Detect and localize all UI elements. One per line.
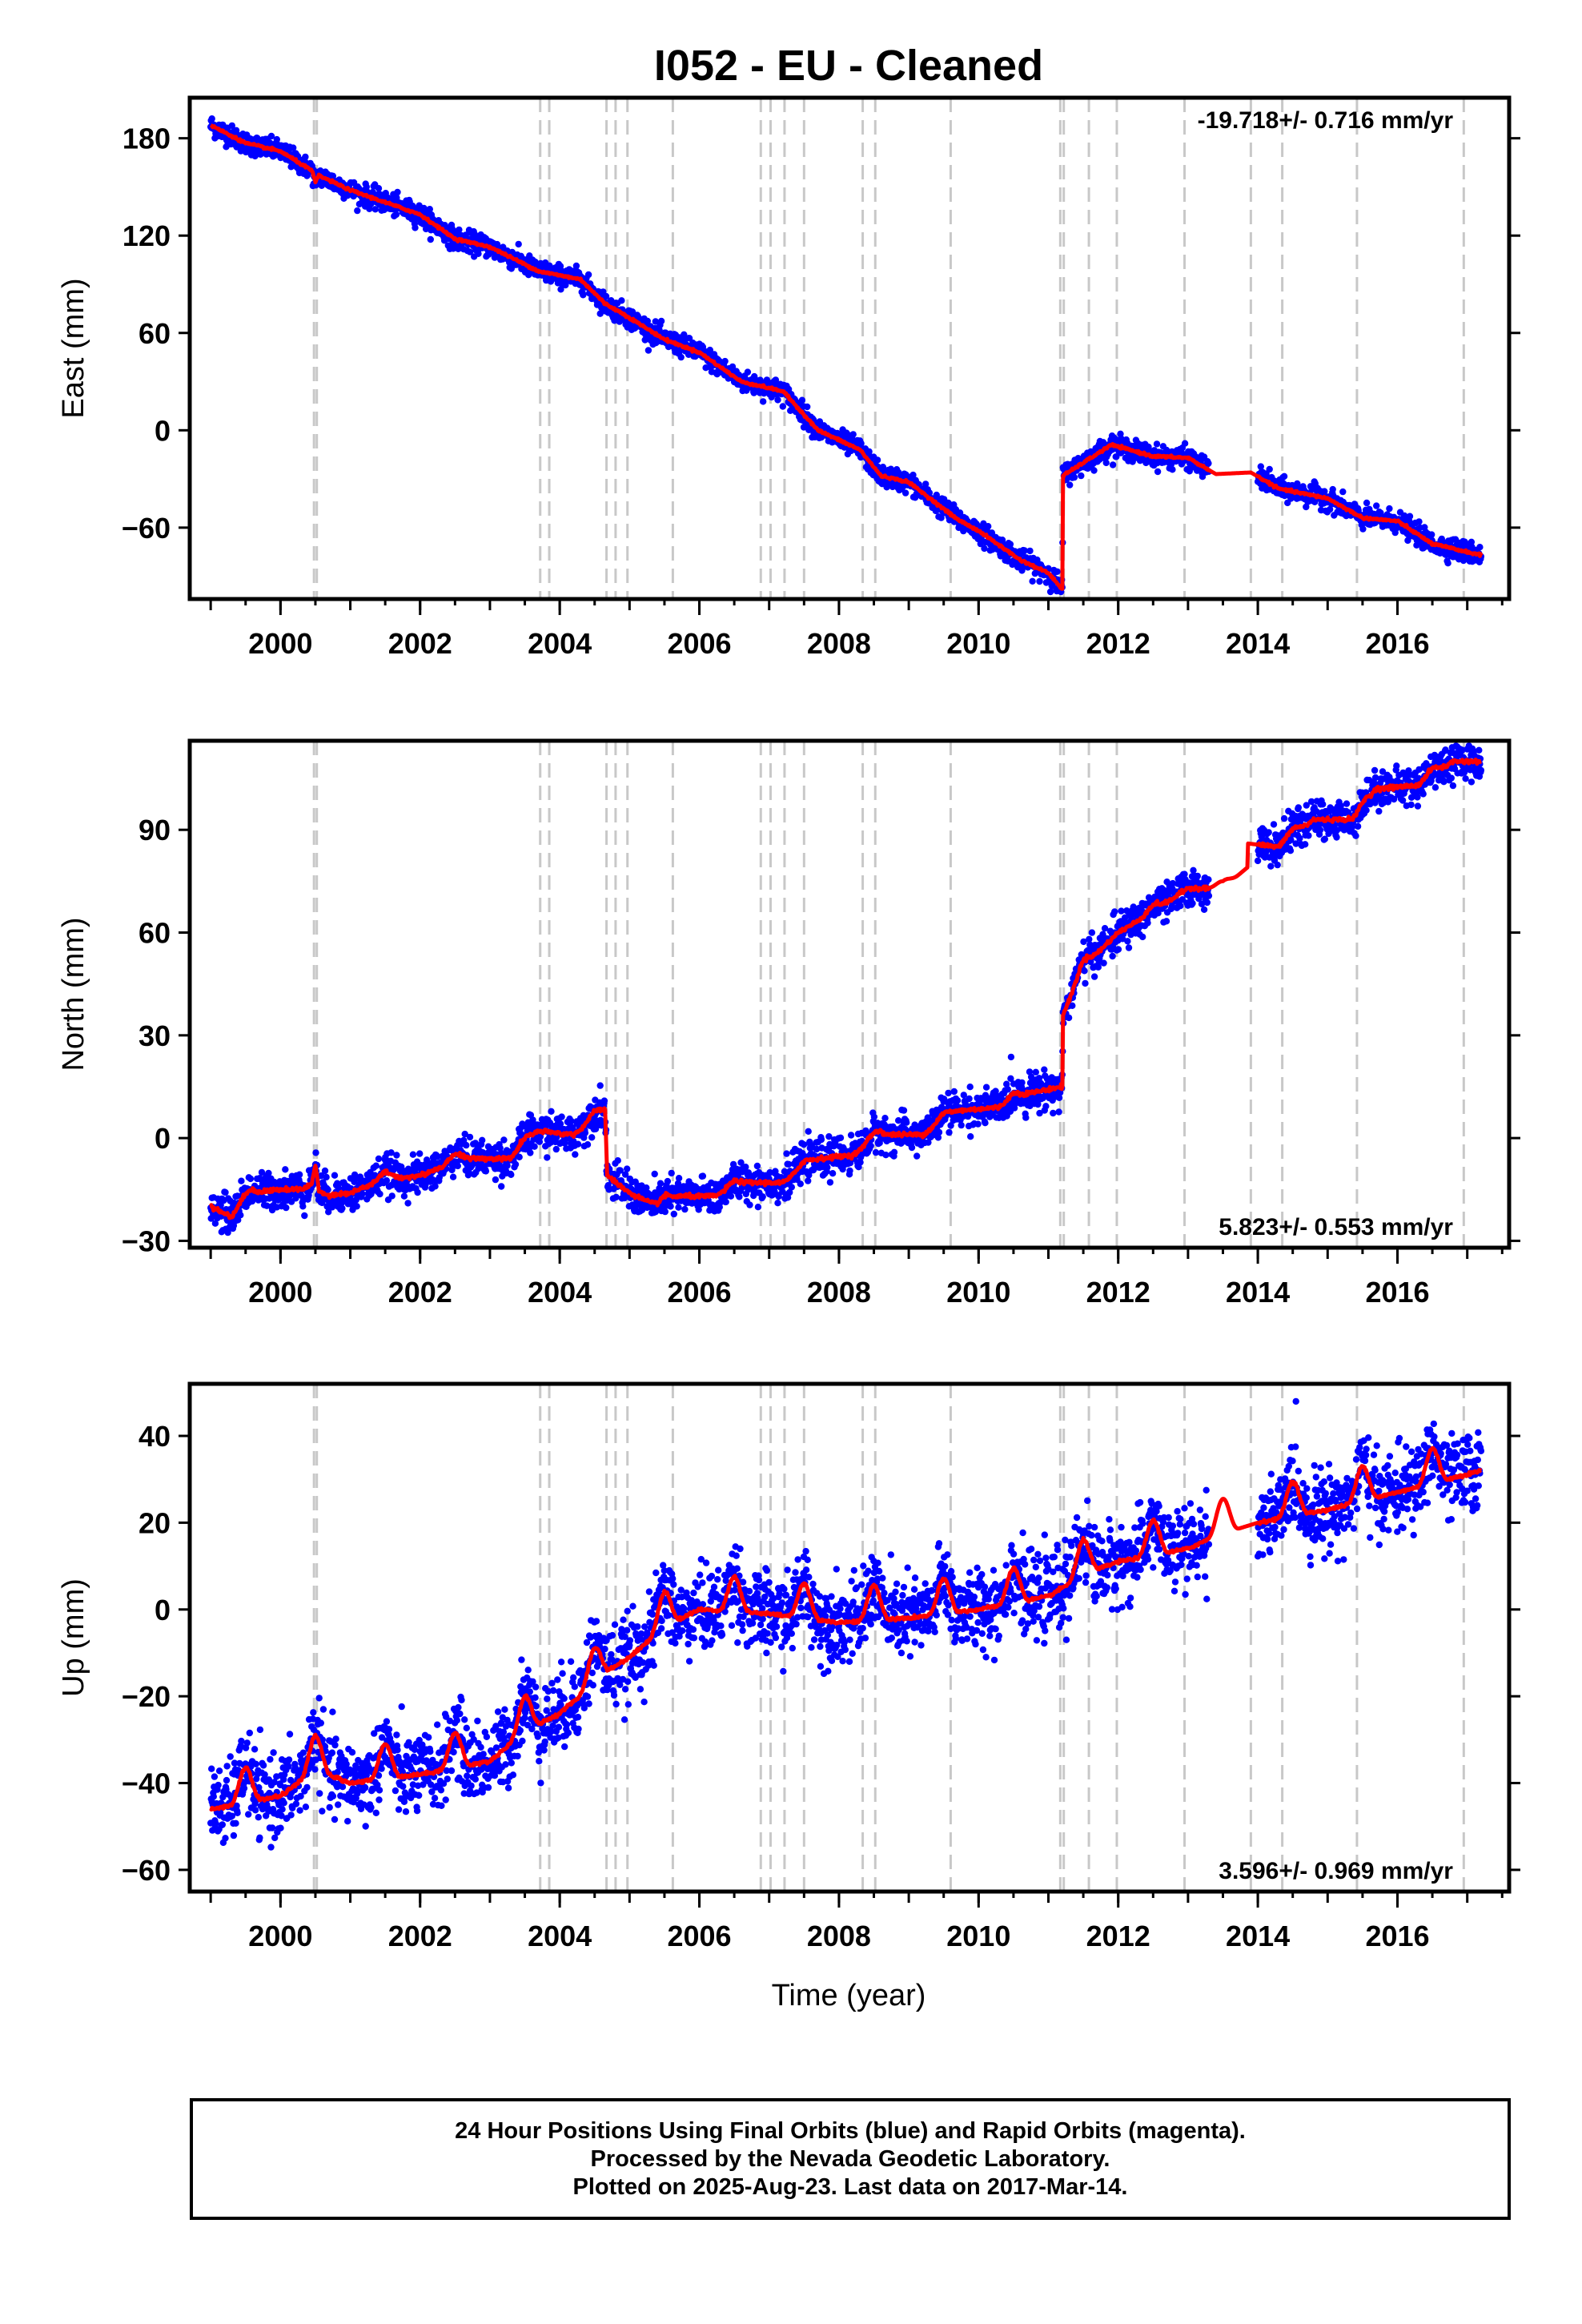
y-tick-label: 120 [122,219,171,252]
plot-frame [187,1381,1512,1894]
x-tick-label: 2014 [1226,1276,1290,1309]
x-tick-label: 2016 [1365,1276,1429,1309]
x-tick-label: 2002 [388,1920,452,1952]
x-tick-label: 2012 [1086,1920,1150,1952]
x-tick-label: 2014 [1226,1920,1290,1952]
x-tick-label: 2016 [1365,627,1429,660]
y-tick-label: 20 [139,1506,171,1539]
event-lines [312,741,1465,1248]
y-tick-label: −60 [122,1854,171,1887]
x-tick-label: 2008 [807,1920,871,1952]
y-tick-label: −20 [122,1680,171,1713]
velocity-rate-label: 5.823+/- 0.553 mm/yr [1219,1214,1453,1240]
event-lines [312,98,1465,599]
x-tick-label: 2010 [946,1276,1010,1309]
velocity-rate-label: 3.596+/- 0.969 mm/yr [1219,1858,1453,1884]
x-tick-label: 2000 [248,627,312,660]
x-tick-label: 2004 [528,627,592,660]
east-panel: 180 120 60 0 −60 2000 2002 2004 2006 2008 2010 2012… [57,95,1520,660]
x-tick-label: 2010 [946,627,1010,660]
x-tick-label: 2012 [1086,627,1150,660]
x-tick-label: 2002 [388,627,452,660]
y-axis-label: North (mm) [57,917,90,1071]
velocity-rate-label: -19.718+/- 0.716 mm/yr [1198,107,1454,134]
model-line [209,123,1484,591]
x-tick-label: 2014 [1226,627,1290,660]
footer-line-3: Plotted on 2025-Aug-23. Last data on 201… [572,2174,1128,2200]
x-tick-label: 2004 [528,1920,592,1952]
data-points [207,115,1485,596]
footer-caption-box: 24 Hour Positions Using Final Orbits (bl… [190,2098,1511,2220]
x-tick-label: 2006 [667,1920,731,1952]
y-tick-label: 180 [122,123,171,155]
x-tick-label: 2000 [248,1276,312,1309]
data-points [207,741,1485,1236]
y-tick-label: 0 [155,414,171,447]
x-tick-label: 2006 [667,1276,731,1309]
x-tick-label: 2006 [667,627,731,660]
y-tick-label: −30 [122,1224,171,1257]
y-tick-label: 0 [155,1594,171,1626]
x-tick-label: 2012 [1086,1276,1150,1309]
x-tick-label: 2004 [528,1276,592,1309]
footer-line-2: Processed by the Nevada Geodetic Laborat… [590,2146,1110,2172]
north-panel: 90 60 30 0 −30 2000 2002 2004 2006 2008 2010 2012 20… [57,738,1520,1309]
x-tick-label: 2016 [1365,1920,1429,1952]
y-tick-label: 90 [139,814,171,846]
plot-frame [187,95,1512,601]
y-tick-label: 60 [139,917,171,950]
y-tick-label: 30 [139,1019,171,1052]
data-point-cloud [207,115,1485,596]
footer-line-1: 24 Hour Positions Using Final Orbits (bl… [455,2118,1246,2144]
y-tick-label: 0 [155,1122,171,1155]
model-line [209,1445,1483,1812]
x-tick-label: 2000 [248,1920,312,1952]
x-tick-label: 2010 [946,1920,1010,1952]
y-tick-label: 60 [139,317,171,350]
plot-frame [187,738,1512,1250]
x-tick-label: 2008 [807,1276,871,1309]
data-point-cloud [207,741,1485,1236]
x-axis-label: Time (year) [772,1979,926,2012]
model-line [209,758,1483,1220]
y-axis-label: Up (mm) [57,1578,90,1697]
figure-title: I052 - EU - Cleaned [654,42,1043,90]
up-panel: 40 20 0 −20 −40 −60 2000 2002 2004 2006 2008 2010 20… [57,1381,1520,1952]
y-tick-label: 40 [139,1420,171,1453]
y-axis-label: East (mm) [57,278,90,418]
x-tick-label: 2002 [388,1276,452,1309]
y-tick-label: −60 [122,512,171,545]
y-tick-label: −40 [122,1767,171,1800]
x-tick-label: 2008 [807,627,871,660]
